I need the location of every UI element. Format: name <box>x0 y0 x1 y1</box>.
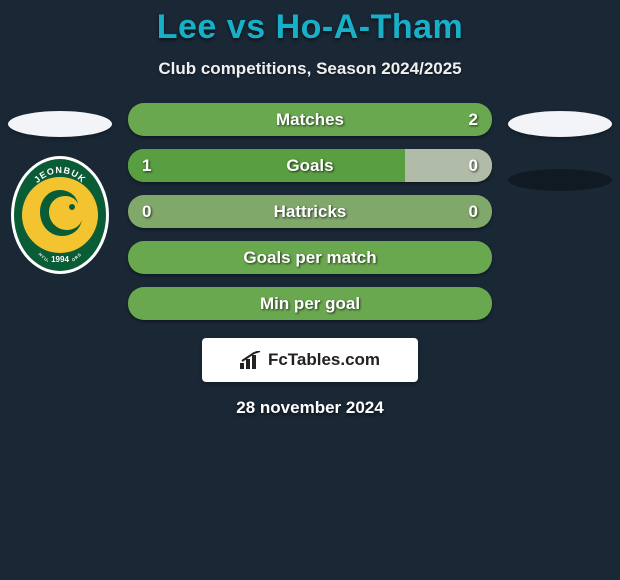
stat-row-goals: 1 0 Goals <box>128 149 492 182</box>
page-title: Lee vs Ho-A-Tham <box>0 8 620 47</box>
stat-label: Min per goal <box>260 294 360 314</box>
stat-label: Hattricks <box>274 202 347 222</box>
stat-left-value: 0 <box>142 202 151 222</box>
stat-left-value: 1 <box>142 156 151 176</box>
club-badge-left: JEONBUK HYUNDAI MOTORS 1994 <box>10 155 110 275</box>
stat-right-value: 2 <box>469 110 478 130</box>
stat-label: Goals <box>286 156 333 176</box>
chart-icon <box>240 351 262 369</box>
left-column: JEONBUK HYUNDAI MOTORS 1994 <box>0 103 120 275</box>
comparison-card: Lee vs Ho-A-Tham Club competitions, Seas… <box>0 0 620 418</box>
stat-row-goals-per-match: Goals per match <box>128 241 492 274</box>
right-column <box>500 103 620 191</box>
flag-right <box>508 111 612 137</box>
stat-row-hattricks: 0 0 Hattricks <box>128 195 492 228</box>
brand-text: FcTables.com <box>268 350 380 370</box>
stat-row-min-per-goal: Min per goal <box>128 287 492 320</box>
stat-right-value: 0 <box>469 202 478 222</box>
comparison-columns: JEONBUK HYUNDAI MOTORS 1994 2 Matches 1 0 Go… <box>0 103 620 320</box>
badge-year: 1994 <box>51 255 69 264</box>
stat-label: Matches <box>276 110 344 130</box>
club-badge-right-placeholder <box>508 169 612 191</box>
flag-left <box>8 111 112 137</box>
stat-right-value: 0 <box>469 156 478 176</box>
stat-label: Goals per match <box>243 248 376 268</box>
brand-footer[interactable]: FcTables.com <box>202 338 418 382</box>
date-line: 28 november 2024 <box>0 398 620 418</box>
stats-container: 2 Matches 1 0 Goals 0 0 Hattricks Goals per matc… <box>120 103 500 320</box>
stat-row-matches: 2 Matches <box>128 103 492 136</box>
subtitle: Club competitions, Season 2024/2025 <box>0 59 620 79</box>
